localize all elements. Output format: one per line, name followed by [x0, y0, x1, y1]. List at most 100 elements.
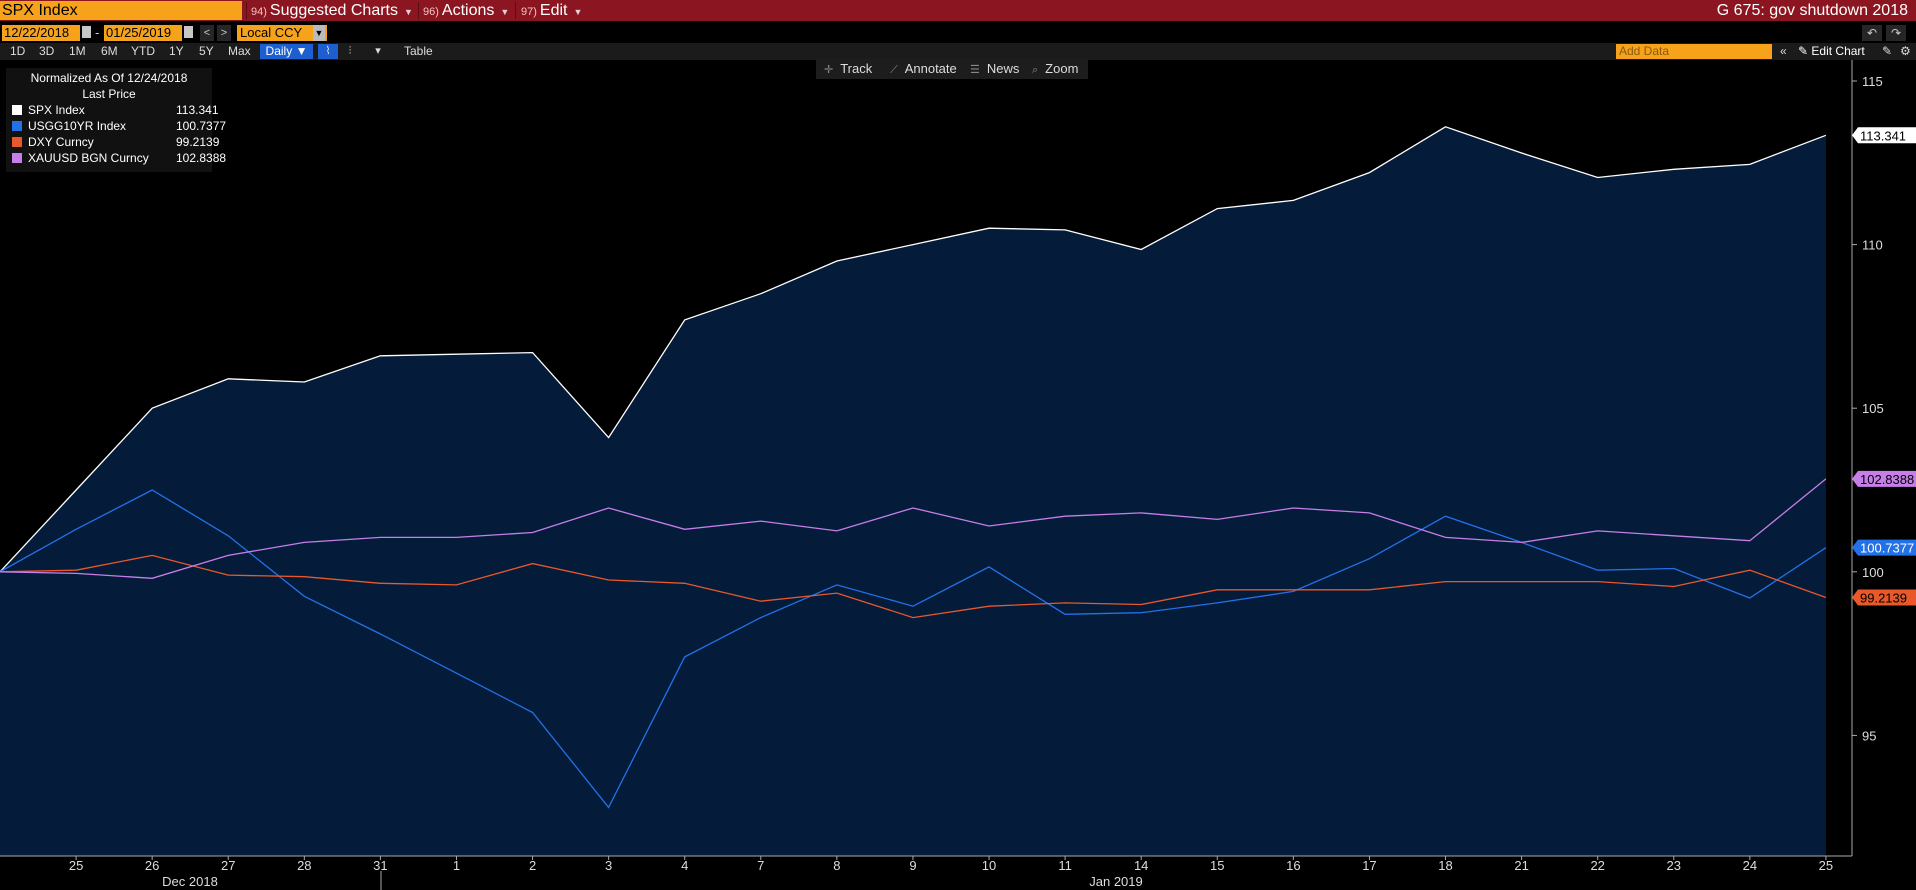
legend-subtitle: Last Price: [82, 87, 136, 101]
last-value-tag-bg: [1852, 589, 1916, 606]
redo-icon[interactable]: ↷: [1886, 25, 1906, 41]
series-line-3: [0, 478, 1827, 579]
x-tick-label: 17: [1362, 858, 1376, 873]
x-tick-label: 26: [145, 858, 159, 873]
x-tick-label: 9: [909, 858, 916, 873]
legend-series-name: XAUUSD BGN Curncy: [28, 151, 149, 165]
x-tick-label: 11: [1058, 858, 1072, 873]
search-icon: ⌕: [1032, 64, 1039, 76]
ticker-input[interactable]: SPX Index: [0, 1, 242, 20]
x-tick-label: 27: [221, 858, 235, 873]
x-tick-label: 28: [297, 858, 311, 873]
frequency-select[interactable]: Daily ▼: [260, 44, 313, 59]
legend-series-value: 99.2139: [176, 135, 220, 149]
gear-icon[interactable]: ⚙: [1900, 44, 1911, 58]
calendar-icon[interactable]: [82, 26, 91, 38]
edit-menu[interactable]: 97) Edit ▼: [521, 0, 582, 21]
x-tick-label: 10: [982, 858, 996, 873]
suggested-charts-menu[interactable]: 94) Suggested Charts ▼: [251, 0, 413, 21]
x-tick-label: 21: [1514, 858, 1528, 873]
last-value-tag: 99.2139: [1852, 589, 1916, 606]
track-tool[interactable]: ✛ Track: [824, 58, 872, 79]
pencil-icon: ✎: [1798, 44, 1812, 58]
last-value-tag-label: 99.2139: [1860, 591, 1907, 606]
legend-series-name: USGG10YR Index: [28, 119, 127, 133]
currency-select[interactable]: Local CCY ▼: [237, 25, 327, 41]
series-line-0: [0, 126, 1827, 573]
legend-title: Normalized As Of 12/24/2018: [30, 71, 188, 85]
y-tick-label: 105: [1862, 401, 1884, 416]
month-label: Dec 2018: [162, 874, 218, 889]
start-date-field[interactable]: 12/22/2018: [2, 25, 80, 41]
period-ytd-button[interactable]: YTD: [131, 44, 155, 58]
prev-period-button[interactable]: <: [200, 25, 214, 41]
legend-series-value: 100.7377: [176, 119, 227, 133]
add-data-input[interactable]: Add Data: [1616, 44, 1772, 59]
chart-legend: Normalized As Of 12/24/2018 Last Price S…: [6, 68, 226, 172]
chevron-down-icon: ▼: [295, 44, 308, 58]
table-button[interactable]: Table: [404, 44, 433, 58]
period-3d-button[interactable]: 3D: [39, 44, 55, 58]
edit-chart-button[interactable]: ✎ Edit Chart: [1798, 43, 1865, 60]
frequency-value: Daily: [265, 44, 293, 58]
line-chart-icon[interactable]: ⌇: [318, 44, 338, 59]
chart-title: G 675: gov shutdown 2018: [1716, 2, 1908, 19]
last-value-tag: 102.8388: [1852, 470, 1916, 487]
date-separator: -: [95, 25, 100, 40]
last-value-tag-bg: [1852, 539, 1916, 556]
period-1m-button[interactable]: 1M: [69, 44, 86, 58]
end-date-field[interactable]: 01/25/2019: [104, 25, 182, 41]
zoom-tool[interactable]: ⌕ Zoom: [1032, 58, 1078, 79]
x-tick-label: 24: [1743, 858, 1757, 873]
period-5y-button[interactable]: 5Y: [199, 44, 214, 58]
pencil-icon[interactable]: ✎: [1882, 44, 1893, 58]
chevron-down-icon: ▼: [313, 25, 325, 41]
x-tick-label: 25: [69, 858, 83, 873]
menu-number: 94): [251, 6, 267, 18]
undo-icon[interactable]: ↶: [1862, 25, 1882, 41]
last-value-tag: 100.7377: [1852, 539, 1916, 556]
next-period-button[interactable]: >: [217, 25, 231, 41]
legend-series-name: DXY Curncy: [28, 135, 94, 149]
period-max-button[interactable]: Max: [228, 44, 251, 58]
calendar-icon[interactable]: [184, 26, 193, 38]
chevron-down-icon[interactable]: ▾: [375, 45, 381, 57]
last-value-tag-label: 113.341: [1860, 128, 1906, 143]
legend-series-value: 113.341: [176, 103, 219, 117]
period-6m-button[interactable]: 6M: [101, 44, 118, 58]
bar-chart-icon[interactable]: ⫶: [348, 45, 352, 57]
legend-series-value: 102.8388: [176, 151, 227, 165]
x-tick-label: 16: [1286, 858, 1300, 873]
legend-series-name: SPX Index: [28, 103, 85, 117]
y-tick-label: 110: [1862, 238, 1883, 253]
x-tick-label: 7: [757, 858, 764, 873]
menu-label: Edit: [539, 2, 568, 19]
annotate-label: Annotate: [904, 61, 957, 76]
news-label: News: [986, 61, 1020, 76]
edit-chart-label: Edit Chart: [1811, 44, 1865, 58]
last-value-tag-label: 102.8388: [1860, 472, 1914, 487]
period-1d-button[interactable]: 1D: [10, 44, 26, 58]
annotate-tool[interactable]: ⟋ Annotate: [890, 58, 957, 79]
actions-menu[interactable]: 96) Actions ▼: [423, 0, 509, 21]
menu-number: 96): [423, 6, 439, 18]
x-tick-label: 4: [681, 858, 688, 873]
track-label: Track: [840, 61, 873, 76]
chevron-down-icon: ▼: [403, 7, 413, 17]
last-value-tag-bg: [1852, 127, 1916, 144]
x-tick-label: 18: [1438, 858, 1452, 873]
x-tick-label: 1: [453, 858, 460, 873]
menu-label: Actions: [441, 2, 495, 19]
collapse-icon[interactable]: «: [1780, 44, 1787, 58]
menu-divider: [515, 2, 516, 19]
y-tick-label: 95: [1862, 728, 1876, 743]
legend-swatch: [12, 121, 22, 131]
x-tick-label: 22: [1590, 858, 1604, 873]
last-value-tag: 113.341: [1852, 127, 1916, 143]
news-tool[interactable]: ☰ News: [970, 58, 1019, 79]
x-tick-label: 23: [1667, 858, 1681, 873]
x-tick-label: 8: [833, 858, 840, 873]
period-1y-button[interactable]: 1Y: [169, 44, 184, 58]
x-tick-label: 3: [605, 858, 612, 873]
